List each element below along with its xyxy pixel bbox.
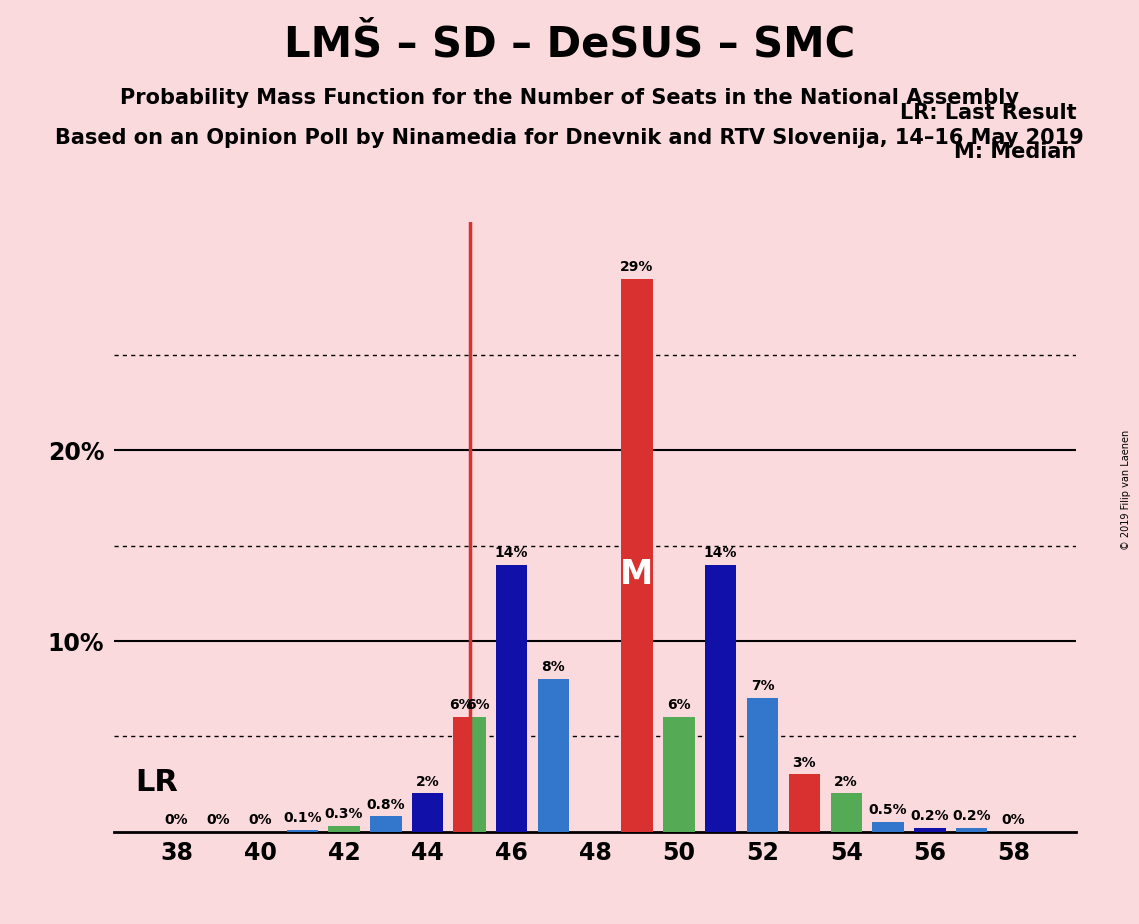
Text: 14%: 14% — [704, 546, 737, 560]
Text: 0%: 0% — [1002, 813, 1025, 827]
Text: 2%: 2% — [416, 774, 440, 789]
Bar — [621, 279, 653, 832]
Bar — [469, 717, 486, 832]
Bar — [453, 717, 469, 832]
Text: LR: Last Result: LR: Last Result — [900, 103, 1076, 123]
Text: 0.2%: 0.2% — [952, 809, 991, 823]
Text: Based on an Opinion Poll by Ninamedia for Dnevnik and RTV Slovenija, 14–16 May 2: Based on an Opinion Poll by Ninamedia fo… — [55, 128, 1084, 148]
Text: 0.2%: 0.2% — [910, 809, 949, 823]
Text: 29%: 29% — [621, 261, 654, 274]
Bar — [872, 822, 903, 832]
Text: Probability Mass Function for the Number of Seats in the National Assembly: Probability Mass Function for the Number… — [120, 88, 1019, 108]
Text: 0%: 0% — [206, 813, 230, 827]
Bar — [412, 794, 443, 832]
Text: 0.3%: 0.3% — [325, 808, 363, 821]
Bar — [705, 565, 736, 832]
Bar — [495, 565, 527, 832]
Text: 6%: 6% — [667, 699, 690, 712]
Bar — [328, 826, 360, 832]
Bar — [915, 828, 945, 832]
Bar — [538, 679, 570, 832]
Text: 14%: 14% — [494, 546, 528, 560]
Bar — [370, 817, 402, 832]
Text: M: Median: M: Median — [954, 142, 1076, 163]
Text: 0%: 0% — [248, 813, 272, 827]
Bar — [663, 717, 695, 832]
Text: 8%: 8% — [541, 661, 565, 675]
Text: 0.1%: 0.1% — [282, 811, 321, 825]
Text: M: M — [621, 558, 654, 590]
Bar — [287, 830, 318, 832]
Text: 7%: 7% — [751, 679, 775, 693]
Text: © 2019 Filip van Laenen: © 2019 Filip van Laenen — [1121, 430, 1131, 550]
Bar — [830, 794, 862, 832]
Text: 0%: 0% — [165, 813, 188, 827]
Text: 6%: 6% — [466, 699, 490, 712]
Text: 3%: 3% — [793, 756, 817, 770]
Text: 0.8%: 0.8% — [367, 797, 405, 811]
Text: 6%: 6% — [450, 699, 473, 712]
Text: LR: LR — [134, 768, 178, 797]
Text: 2%: 2% — [835, 774, 858, 789]
Bar — [747, 699, 778, 832]
Text: LMŠ – SD – DeSUS – SMC: LMŠ – SD – DeSUS – SMC — [284, 23, 855, 65]
Bar — [788, 774, 820, 832]
Bar — [956, 828, 988, 832]
Text: 0.5%: 0.5% — [869, 803, 908, 818]
